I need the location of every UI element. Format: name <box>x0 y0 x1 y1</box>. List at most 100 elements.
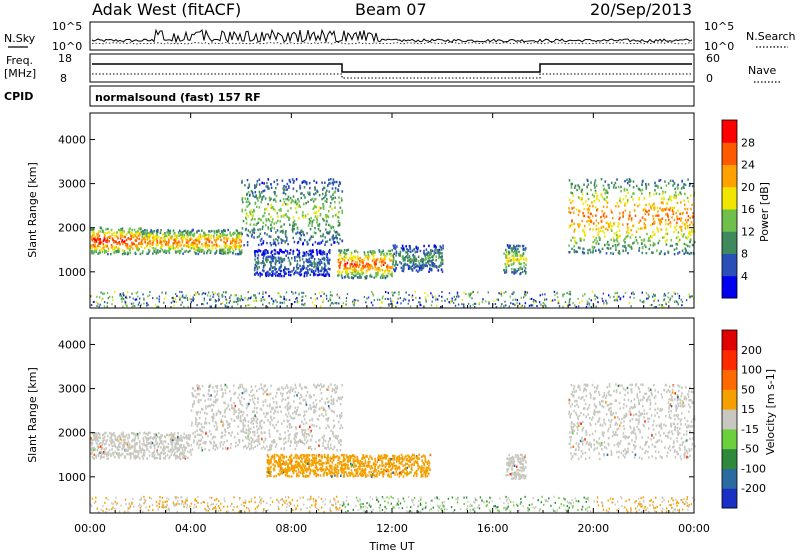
power-echo <box>270 236 272 238</box>
power-echo <box>576 242 578 244</box>
power-echo <box>258 222 260 224</box>
power-echo <box>588 211 590 213</box>
power-echo <box>286 188 288 190</box>
power-echo <box>259 228 261 230</box>
velocity-echo <box>242 439 244 441</box>
power-echo <box>355 250 357 252</box>
power-echo <box>331 244 333 246</box>
power-echo <box>366 263 368 265</box>
velocity-echo <box>247 425 249 427</box>
power-ground-echo <box>291 291 292 293</box>
power-ground-echo <box>159 301 160 303</box>
power-ground-echo <box>546 298 547 300</box>
velocity-echo <box>256 425 258 427</box>
power-echo <box>334 191 336 193</box>
power-echo <box>122 243 124 245</box>
power-echo <box>260 262 262 264</box>
power-echo <box>409 259 411 261</box>
velocity-echo <box>123 440 125 442</box>
velocity-echo <box>134 433 136 435</box>
power-echo <box>270 242 272 244</box>
power-echo <box>626 179 628 181</box>
power-echo <box>341 197 343 199</box>
power-echo <box>428 256 430 258</box>
power-echo <box>116 231 118 233</box>
power-echo <box>291 270 293 272</box>
power-echo <box>397 264 399 266</box>
power-echo <box>95 236 97 238</box>
power-echo <box>610 252 612 254</box>
power-echo <box>593 236 595 238</box>
power-ground-echo <box>180 304 181 306</box>
power-echo <box>511 271 513 273</box>
power-ground-echo <box>630 296 631 298</box>
power-echo <box>115 241 117 243</box>
power-echo <box>126 233 128 235</box>
power-echo <box>271 187 273 189</box>
power-ground-echo <box>653 294 654 296</box>
power-echo <box>579 247 581 249</box>
power-echo <box>312 263 314 265</box>
power-ground-echo <box>215 299 216 301</box>
power-echo <box>399 261 401 263</box>
power-ground-echo <box>568 293 569 295</box>
power-echo <box>620 190 622 192</box>
power-echo <box>662 191 664 193</box>
power-echo <box>165 243 167 245</box>
velocity-echo <box>283 388 285 390</box>
power-echo <box>111 246 113 248</box>
power-echo <box>297 242 299 244</box>
power-echo <box>306 241 308 243</box>
velocity-echo <box>168 450 170 452</box>
power-echo <box>200 249 202 251</box>
velocity-echo <box>217 385 219 387</box>
power-echo <box>318 228 320 230</box>
power-ground-echo <box>617 296 618 298</box>
velocity-echo <box>131 446 133 448</box>
power-echo <box>338 196 340 198</box>
power-echo <box>633 192 635 194</box>
power-ground-echo <box>468 303 469 305</box>
power-echo <box>170 245 172 247</box>
power-echo <box>589 205 591 207</box>
power-echo <box>310 261 312 263</box>
power-echo <box>289 224 291 226</box>
power-echo <box>416 247 418 249</box>
power-echo <box>249 194 251 196</box>
power-echo <box>165 250 167 252</box>
power-ground-echo <box>434 295 435 297</box>
power-echo <box>362 272 364 274</box>
power-echo <box>316 217 318 219</box>
power-echo <box>676 222 678 224</box>
power-echo <box>664 253 666 255</box>
velocity-echo <box>304 399 306 401</box>
power-echo <box>310 237 312 239</box>
power-echo <box>339 258 341 260</box>
power-echo <box>202 249 204 251</box>
velocity-echo <box>208 449 210 451</box>
power-echo <box>190 231 192 233</box>
velocity-echo <box>126 434 128 436</box>
power-echo <box>592 228 594 230</box>
power-echo <box>198 249 200 251</box>
velocity-echo <box>287 430 289 432</box>
power-echo <box>371 276 373 278</box>
power-echo <box>314 265 316 267</box>
power-ground-echo <box>579 302 580 304</box>
power-echo <box>638 228 640 230</box>
power-echo <box>672 180 674 182</box>
power-echo <box>241 180 243 182</box>
power-echo <box>373 257 375 259</box>
velocity-echo <box>100 451 102 453</box>
velocity-echo <box>301 429 303 431</box>
power-echo <box>409 245 411 247</box>
power-echo <box>644 208 646 210</box>
power-echo <box>322 253 324 255</box>
power-ground-echo <box>594 295 595 297</box>
power-ground-echo <box>420 304 421 306</box>
power-ground-echo <box>229 296 230 298</box>
velocity-echo <box>294 417 296 419</box>
power-echo <box>351 272 353 274</box>
power-echo <box>688 200 690 202</box>
power-echo <box>659 207 661 209</box>
